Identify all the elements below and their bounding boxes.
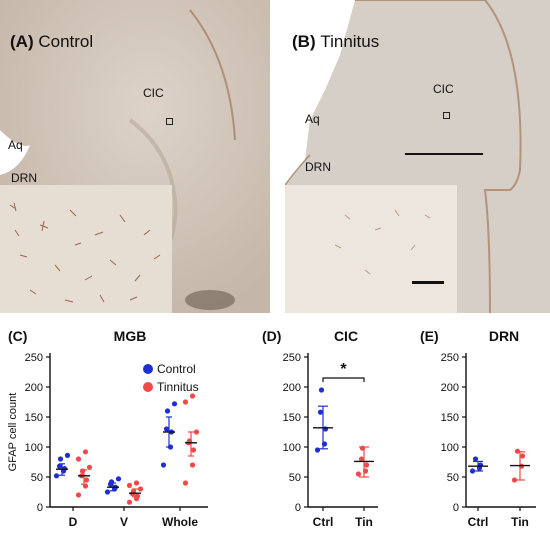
panel-a-inset — [0, 185, 172, 313]
panel-d-data-point — [317, 409, 324, 415]
panel-e-data-point — [511, 477, 518, 483]
panel-c-data-point — [133, 480, 140, 486]
panel-c-data-point — [53, 473, 60, 479]
panel-d-significance-star: * — [340, 361, 347, 378]
panel-d-y-tick-label: 50 — [289, 472, 301, 484]
panel-d-x-tick-label: Ctrl — [313, 515, 334, 529]
panel-d-title: CIC — [334, 328, 358, 344]
panel-c-data-point — [190, 447, 197, 453]
panel-a-name: Control — [38, 32, 94, 51]
panel-b-label-aq: Aq — [305, 112, 320, 126]
legend-marker-tinnitus — [143, 382, 153, 392]
panel-c-data-point — [56, 463, 63, 469]
panel-d-data-point — [358, 456, 365, 462]
panel-a-label-drn: DRN — [11, 171, 37, 185]
panel-c-data-point — [189, 462, 196, 468]
legend-label-control: Control — [157, 362, 196, 376]
panel-c-data-point — [64, 452, 71, 458]
panel-e-data-point — [514, 448, 521, 454]
panel-a-micrograph: (A) Control CIC Aq DRN — [0, 0, 270, 313]
panel-c-y-tick-label: 200 — [25, 382, 43, 394]
panel-b-scale-bar-inset — [412, 281, 444, 284]
panel-b-tag: (B) — [292, 32, 316, 51]
panel-e-y-tick-label: 250 — [441, 352, 459, 364]
panel-c-y-axis-label: GFAP cell count — [7, 393, 19, 472]
panel-d-y-tick-label: 200 — [283, 382, 301, 394]
panel-b-name: Tinnitus — [320, 32, 380, 51]
panel-c-y-tick-label: 50 — [31, 472, 43, 484]
panel-c-data-point — [182, 480, 189, 486]
panel-e-tag: (E) — [420, 328, 439, 344]
panel-c-data-point — [160, 462, 167, 468]
panel-d-x-tick-label: Tin — [355, 515, 373, 529]
panel-e-x-tick-label: Tin — [511, 515, 529, 529]
charts-area: (C) MGB 0 50 100 150 200 250 D V Whole GFAP cell co… — [7, 328, 536, 529]
panel-d-tag: (D) — [262, 328, 281, 344]
panel-d-y-tick-label: 100 — [283, 442, 301, 454]
panel-e-y-tick-label: 150 — [441, 412, 459, 424]
panel-d-y-tick-label: 150 — [283, 412, 301, 424]
panel-c-data-point — [134, 493, 141, 499]
panel-b-label-drn: DRN — [305, 160, 331, 174]
panel-a-roi-box — [166, 118, 173, 125]
panel-c-title: MGB — [114, 328, 147, 344]
panel-a-label-cic: CIC — [143, 86, 164, 100]
panel-e-y-tick-label: 0 — [453, 502, 459, 514]
panel-b-roi-box — [443, 112, 450, 119]
panel-c-data-point — [75, 492, 82, 498]
panel-c-data-point — [163, 426, 170, 432]
panel-c-y-tick-label: 0 — [37, 502, 43, 514]
panel-c-data-point — [104, 489, 111, 495]
panel-b-inset — [285, 185, 457, 313]
panel-c-data-point — [193, 429, 200, 435]
panel-e-data-point — [469, 468, 476, 474]
panel-a-inset-cells — [9, 202, 161, 303]
panel-d-data-point — [363, 462, 370, 468]
panel-c-data-point — [126, 482, 133, 488]
panel-c-x-tick-label: Whole — [162, 515, 198, 529]
panel-a-title: (A) Control — [10, 32, 93, 52]
panel-d-data-point — [355, 471, 362, 477]
panel-e-y-tick-label: 50 — [447, 472, 459, 484]
panel-c-x-tick-label: D — [69, 515, 78, 529]
panel-e-title: DRN — [489, 328, 519, 344]
panel-c-data-point — [126, 499, 133, 505]
panel-c-y-tick-label: 150 — [25, 412, 43, 424]
panel-b-title: (B) Tinnitus — [292, 32, 379, 52]
panel-c-tag: (C) — [8, 328, 27, 344]
panel-c-data-point — [75, 456, 82, 462]
panel-e-data-point — [472, 456, 479, 462]
panel-c-data-point — [171, 401, 178, 407]
panel-d-data-point — [318, 387, 325, 393]
panel-e-data-point — [519, 453, 526, 459]
panel-c-data-point — [82, 449, 89, 455]
panel-b-scale-bar — [405, 153, 483, 155]
panel-a-label-aq: Aq — [8, 138, 23, 152]
panel-e-y-tick-label: 100 — [441, 442, 459, 454]
panel-c-data-point — [115, 476, 122, 482]
panel-c-y-tick-label: 250 — [25, 352, 43, 364]
panel-c-y-tick-label: 100 — [25, 442, 43, 454]
legend-marker-control — [143, 364, 153, 374]
panel-c-data-point — [182, 399, 189, 405]
panel-c-data-point — [86, 464, 93, 470]
panel-c-data-point — [137, 486, 144, 492]
panel-c-data-point — [57, 456, 64, 462]
legend-label-tinnitus: Tinnitus — [157, 380, 199, 394]
panel-b-inset-cells — [334, 209, 431, 275]
panel-d-data-point — [314, 447, 321, 453]
panel-d-y-tick-label: 0 — [295, 502, 301, 514]
panel-e-y-tick-label: 200 — [441, 382, 459, 394]
panel-b-micrograph: (B) Tinnitus CIC Aq DRN — [284, 0, 550, 314]
panel-c-data-point — [189, 393, 196, 399]
panel-b-label-cic: CIC — [433, 82, 454, 96]
panel-e-x-tick-label: Ctrl — [468, 515, 489, 529]
panel-d-significance-bracket — [322, 377, 365, 382]
panel-d-y-tick-label: 250 — [283, 352, 301, 364]
panel-c-data-point — [164, 408, 171, 414]
panel-a-tag: (A) — [10, 32, 34, 51]
panel-c-x-tick-label: V — [120, 515, 128, 529]
panel-c-data-point — [83, 477, 90, 483]
